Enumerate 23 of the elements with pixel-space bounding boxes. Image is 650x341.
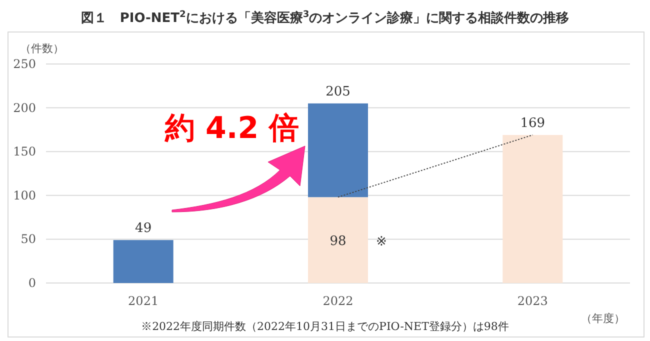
annotation: 約 4.2 倍 <box>164 111 300 146</box>
text: ※2022年度同期件数（2022年10月31日までのPIO-NET登録分）は98件 <box>141 320 509 333</box>
chart-title: 図１ PIO-NET$^{2}$における「美容医療$^{3}$のオンライン診療」に関する相談件数の推移 <box>80 10 570 26</box>
x-tick-label: 2021 <box>128 294 159 308</box>
bar <box>308 197 368 283</box>
x-tick-label: 2023 <box>517 294 548 308</box>
data-label: 98 <box>330 234 346 250</box>
y-tick-label: 150 <box>13 144 36 159</box>
y-tick-label: 0 <box>28 276 36 290</box>
data-label: 49 <box>135 221 152 236</box>
data-label: 169 <box>520 116 546 131</box>
y-tick-label: 50 <box>20 232 36 246</box>
x-tick-label: 2022 <box>322 294 354 308</box>
y-tick-label: 100 <box>13 188 36 202</box>
annotation: ※ <box>376 234 387 250</box>
bar <box>502 134 563 283</box>
y-tick-label: 250 <box>13 57 36 71</box>
x-axis-title: （年度） <box>581 312 625 325</box>
bar <box>308 103 368 198</box>
bar <box>113 240 174 283</box>
total-label: 205 <box>326 84 350 100</box>
y-axis-title: （件数） <box>20 42 64 55</box>
y-tick-label: 200 <box>13 100 36 115</box>
